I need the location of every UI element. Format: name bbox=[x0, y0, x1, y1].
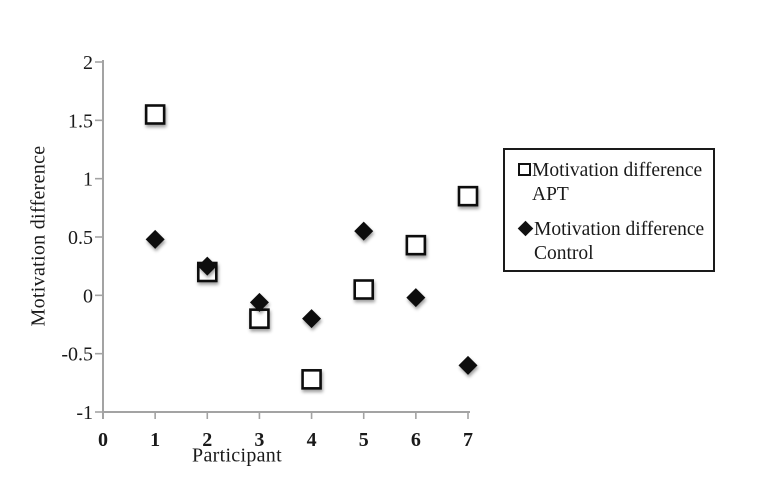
legend: Motivation difference APT Motivation dif… bbox=[503, 148, 715, 272]
y-tick-label: 0 bbox=[83, 285, 93, 307]
open-square-marker-icon bbox=[518, 163, 531, 176]
data-point-control bbox=[458, 355, 478, 375]
x-tick-label: 3 bbox=[254, 429, 264, 451]
data-point-control bbox=[197, 256, 217, 276]
data-point-apt bbox=[353, 279, 375, 300]
x-tick-label: 4 bbox=[307, 429, 317, 451]
y-tick-label: 1 bbox=[83, 169, 93, 191]
data-point-apt bbox=[301, 369, 322, 390]
legend-label-apt: Motivation difference APT bbox=[532, 160, 703, 205]
data-point-apt bbox=[249, 308, 270, 329]
x-axis-title: Participant bbox=[192, 444, 282, 467]
data-point-control bbox=[145, 229, 165, 249]
data-point-apt bbox=[457, 185, 479, 207]
x-tick-label: 7 bbox=[463, 429, 473, 451]
data-point-apt bbox=[144, 104, 166, 125]
x-tick-label: 6 bbox=[411, 429, 421, 451]
x-tick-label: 2 bbox=[202, 429, 212, 451]
legend-item-control: Motivation difference Control bbox=[517, 218, 709, 265]
y-tick-label: -0.5 bbox=[61, 344, 93, 366]
data-point-control bbox=[302, 309, 322, 329]
data-point-control bbox=[354, 221, 374, 241]
y-tick-label: 0.5 bbox=[68, 227, 93, 249]
data-point-apt bbox=[405, 234, 427, 256]
x-tick-label: 0 bbox=[98, 429, 108, 451]
y-tick-label: 2 bbox=[83, 52, 93, 74]
x-tick-label: 1 bbox=[150, 429, 160, 451]
filled-diamond-marker-icon bbox=[517, 220, 534, 237]
y-tick-label: 1.5 bbox=[68, 110, 93, 132]
data-point-control bbox=[406, 288, 426, 308]
legend-label-control: Motivation difference Control bbox=[534, 219, 705, 264]
y-axis-title: Motivation difference bbox=[27, 145, 50, 327]
y-tick-label: -1 bbox=[76, 402, 93, 424]
data-point-control bbox=[249, 292, 269, 312]
x-tick-label: 5 bbox=[359, 429, 369, 451]
legend-item-apt: Motivation difference APT bbox=[518, 159, 709, 206]
